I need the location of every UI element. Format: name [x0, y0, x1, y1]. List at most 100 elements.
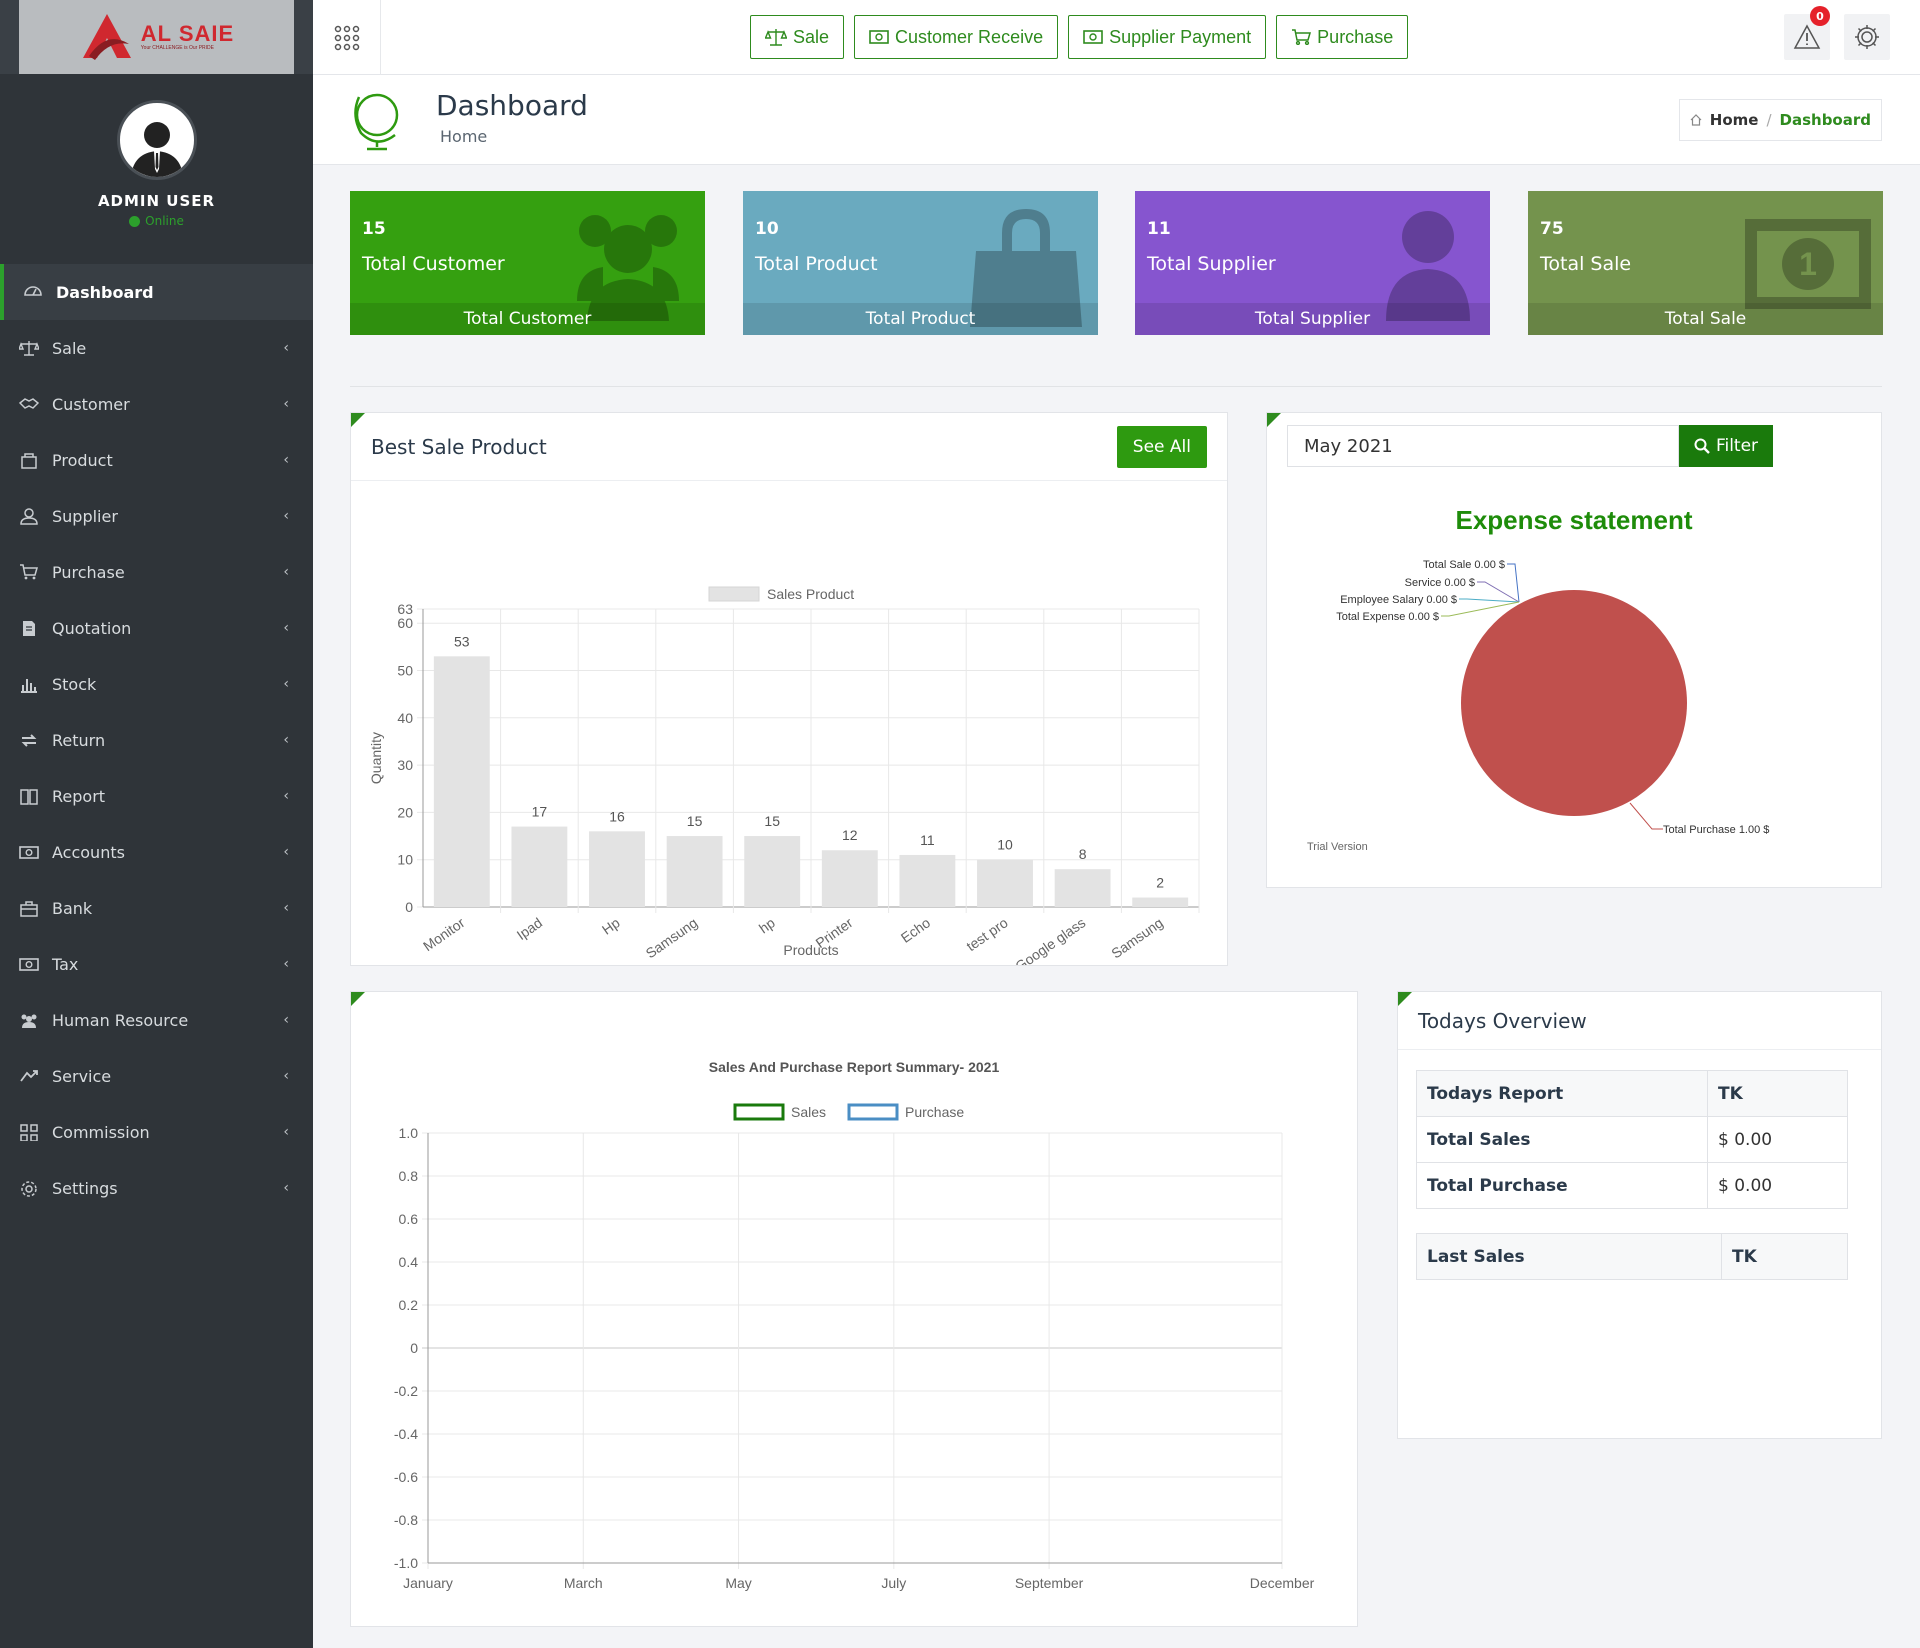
user-icon [1386, 211, 1470, 321]
grid-icon [18, 1123, 40, 1141]
stat-label: Total Sale [1540, 253, 1632, 275]
pie-leader-line [1459, 598, 1520, 603]
sidebar-item-purchase[interactable]: Purchase ‹ [0, 544, 313, 600]
x-tick-label: Google glass [1012, 914, 1088, 965]
avatar[interactable] [116, 100, 197, 180]
chevron-left-icon: ‹ [283, 340, 289, 356]
sidebar-item-dashboard[interactable]: Dashboard [0, 264, 313, 320]
pie-slice-label: Employee Salary 0.00 $ [1340, 594, 1457, 606]
chevron-left-icon: ‹ [283, 564, 289, 580]
panel-header: Best Sale Product See All [351, 413, 1227, 481]
quick-sale-button[interactable]: Sale [750, 15, 845, 59]
sidebar-item-sale[interactable]: Sale ‹ [0, 320, 313, 376]
user-status-text: Online [145, 214, 184, 228]
money-icon [1083, 30, 1103, 44]
handshake-icon [18, 395, 40, 413]
panel-corner-marker [351, 413, 365, 427]
y-tick-label: -0.4 [394, 1426, 418, 1442]
sidebar-item-report[interactable]: Report ‹ [0, 768, 313, 824]
sidebar-item-label: Commission [52, 1122, 150, 1142]
bar [744, 836, 801, 907]
sidebar-item-product[interactable]: Product ‹ [0, 432, 313, 488]
stat-label: Total Customer [362, 253, 505, 275]
x-tick-label: January [403, 1575, 453, 1591]
table-header-cell: Todays Report [1416, 1070, 1708, 1117]
sidebar-item-settings[interactable]: Settings ‹ [0, 1160, 313, 1216]
stat-card-total-product[interactable]: 10 Total Product Total Product [743, 191, 1098, 335]
sidebar-item-human-resource[interactable]: Human Resource ‹ [0, 992, 313, 1048]
settings-button[interactable] [1844, 14, 1890, 60]
bar-value-label: 15 [764, 813, 780, 829]
sidebar-item-quotation[interactable]: Quotation ‹ [0, 600, 313, 656]
pie-slice-label: Total Expense 0.00 $ [1336, 611, 1439, 623]
book-icon [18, 787, 40, 805]
bar [666, 836, 723, 907]
document-icon [18, 619, 40, 637]
sidebar-item-supplier[interactable]: Supplier ‹ [0, 488, 313, 544]
bar-value-label: 11 [920, 832, 935, 848]
expense-pie-chart: Expense statement Total Sale 0.00 $ Servic… [1307, 505, 1769, 853]
stat-footer: Total Product [743, 303, 1098, 335]
sidebar-item-bank[interactable]: Bank ‹ [0, 880, 313, 936]
legend-label: Sales [791, 1104, 826, 1120]
stat-card-total-customer[interactable]: 15 Total Customer Total Customer [350, 191, 705, 335]
panel-corner-marker [1267, 413, 1281, 427]
quick-purchase-button[interactable]: Purchase [1276, 15, 1409, 59]
last-sales-table: Last Sales TK [1416, 1233, 1848, 1280]
table-header-cell: TK [1707, 1070, 1848, 1117]
bar [589, 831, 645, 907]
sidebar-item-label: Human Resource [52, 1010, 189, 1030]
y-tick-label: 0.4 [399, 1254, 419, 1270]
notifications-button[interactable]: 0 [1784, 6, 1830, 60]
chevron-left-icon: ‹ [283, 508, 289, 524]
see-all-button[interactable]: See All [1116, 425, 1207, 468]
sidebar-item-stock[interactable]: Stock ‹ [0, 656, 313, 712]
x-axis-title: Products [783, 942, 838, 958]
sidebar-item-label: Quotation [52, 618, 132, 638]
users-icon [18, 1011, 40, 1029]
sidebar-item-label: Customer [52, 394, 130, 414]
sidebar-item-service[interactable]: Service ‹ [0, 1048, 313, 1104]
bar-value-label: 10 [997, 837, 1013, 853]
legend-swatch [708, 586, 760, 602]
sidebar-menu: Dashboard Sale ‹ Customer ‹ Product ‹ Supplier ‹… [0, 264, 313, 1216]
stat-card-total-supplier[interactable]: 11 Total Supplier Total Supplier [1135, 191, 1490, 335]
home-icon [1690, 114, 1702, 126]
quick-purchase-label: Purchase [1317, 26, 1394, 47]
month-filter-input[interactable]: May 2021 [1287, 425, 1679, 467]
sidebar-item-commission[interactable]: Commission ‹ [0, 1104, 313, 1160]
apps-grid-button[interactable] [313, 0, 381, 75]
brand-logo[interactable]: AL SAIE Your CHALLENGE is Our PRIDE [19, 0, 294, 74]
sidebar-item-tax[interactable]: Tax ‹ [0, 936, 313, 992]
quick-supplier-payment-button[interactable]: Supplier Payment [1068, 15, 1267, 59]
table-row: Todays Report TK [1416, 1070, 1848, 1117]
sidebar-item-label: Report [52, 786, 106, 806]
online-dot-icon [129, 215, 141, 227]
sidebar-item-label: Purchase [52, 562, 125, 582]
panel-header: Todays Overview [1398, 992, 1881, 1050]
quick-customer-receive-button[interactable]: Customer Receive [854, 15, 1059, 59]
breadcrumb-home-link[interactable]: Home [1709, 111, 1759, 129]
sidebar-item-accounts[interactable]: Accounts ‹ [0, 824, 313, 880]
filter-button-label: Filter [1715, 436, 1759, 456]
y-tick-label: 1.0 [399, 1125, 419, 1141]
pie-leader-line [1441, 601, 1520, 617]
table-cell: $ 0.00 [1707, 1116, 1848, 1163]
warning-icon [1793, 24, 1821, 49]
legend-swatch [847, 1103, 899, 1121]
x-tick-label: test pro [963, 914, 1011, 954]
sidebar-item-customer[interactable]: Customer ‹ [0, 376, 313, 432]
money-icon [869, 30, 889, 44]
filter-button[interactable]: Filter [1679, 425, 1773, 467]
stat-card-total-sale[interactable]: 75 Total Sale 1 Total Sale [1528, 191, 1883, 335]
bar-value-label: 2 [1156, 875, 1164, 891]
y-tick-label: 63 [397, 601, 413, 617]
chevron-left-icon: ‹ [283, 676, 289, 692]
y-tick-label: 30 [397, 757, 413, 773]
y-tick-label: -1.0 [394, 1555, 418, 1571]
pie-leader-line [1507, 563, 1520, 603]
cart-icon [18, 563, 40, 581]
sidebar-item-label: Stock [52, 674, 97, 694]
sidebar-item-return[interactable]: Return ‹ [0, 712, 313, 768]
